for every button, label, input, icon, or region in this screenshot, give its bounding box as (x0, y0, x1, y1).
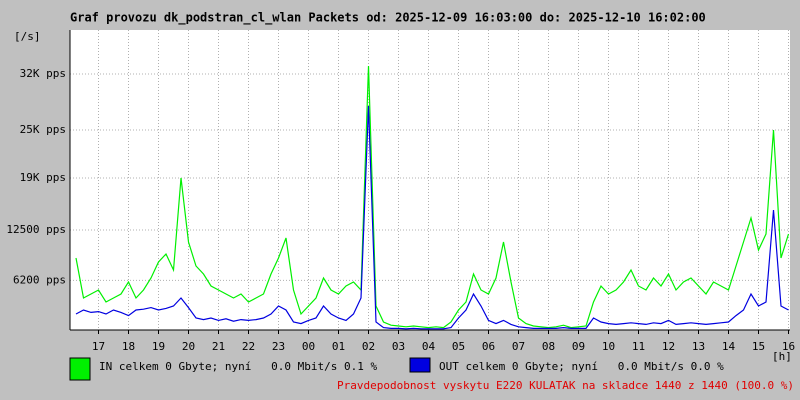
x-tick-label: 07 (512, 340, 525, 353)
x-tick-label: 17 (92, 340, 105, 353)
x-tick-label: 14 (722, 340, 736, 353)
y-tick-label: 32K pps (20, 67, 66, 80)
y-tick-label: 25K pps (20, 123, 66, 136)
x-tick-label: 21 (212, 340, 225, 353)
x-tick-label: 22 (242, 340, 255, 353)
y-tick-label: 6200 pps (13, 273, 66, 286)
x-tick-label: 10 (602, 340, 615, 353)
x-unit: [h] (772, 350, 792, 363)
x-tick-label: 01 (332, 340, 345, 353)
x-tick-label: 09 (572, 340, 585, 353)
y-tick-label: 12500 pps (6, 223, 66, 236)
x-tick-label: 18 (122, 340, 135, 353)
x-tick-label: 11 (632, 340, 645, 353)
note: Pravdepodobnost vyskytu E220 KULATAK na … (337, 379, 794, 392)
x-tick-label: 13 (692, 340, 705, 353)
x-tick-label: 20 (182, 340, 195, 353)
x-tick-label: 19 (152, 340, 165, 353)
y-unit: [/s] (14, 30, 41, 43)
y-tick-label: 19K pps (20, 171, 66, 184)
x-tick-label: 16 (782, 340, 795, 353)
x-tick-label: 12 (662, 340, 675, 353)
x-tick-label: 23 (272, 340, 285, 353)
legend-swatch (69, 357, 91, 381)
plot-area (70, 30, 790, 330)
x-tick-label: 06 (482, 340, 495, 353)
x-tick-label: 00 (302, 340, 315, 353)
chart-title: Graf provozu dk_podstran_cl_wlan Packets… (70, 11, 706, 26)
legend-swatch (409, 357, 431, 373)
legend-label: OUT celkem 0 Gbyte; nyní 0.0 Mbit/s 0.0 … (439, 360, 724, 373)
x-tick-label: 02 (362, 340, 375, 353)
x-tick-label: 05 (452, 340, 465, 353)
x-tick-label: 08 (542, 340, 555, 353)
series-line (75, 105, 789, 330)
x-tick-label: 03 (392, 340, 405, 353)
series-line (75, 65, 790, 329)
x-tick-label: 15 (752, 340, 765, 353)
legend-label: IN celkem 0 Gbyte; nyní 0.0 Mbit/s 0.1 % (99, 360, 378, 373)
x-tick-label: 04 (422, 340, 436, 353)
